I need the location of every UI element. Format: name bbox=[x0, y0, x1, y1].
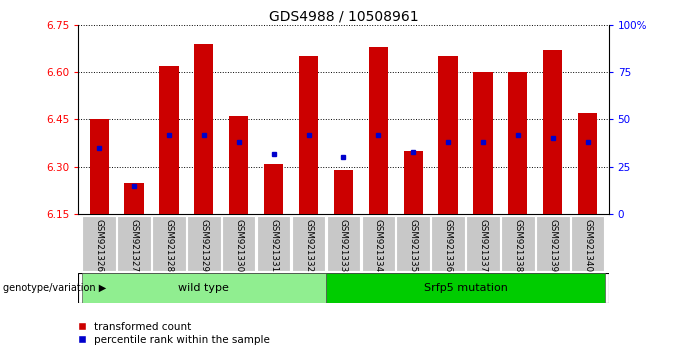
Bar bbox=[501, 216, 534, 271]
Bar bbox=[396, 216, 430, 271]
Text: GSM921337: GSM921337 bbox=[479, 219, 488, 272]
Text: GSM921331: GSM921331 bbox=[269, 219, 278, 272]
Bar bbox=[473, 72, 492, 214]
Bar bbox=[369, 47, 388, 214]
Bar bbox=[578, 113, 597, 214]
Text: GSM921330: GSM921330 bbox=[234, 219, 243, 272]
Legend: transformed count, percentile rank within the sample: transformed count, percentile rank withi… bbox=[73, 317, 274, 349]
Text: GSM921340: GSM921340 bbox=[583, 219, 592, 272]
Text: GSM921333: GSM921333 bbox=[339, 219, 348, 272]
Bar bbox=[152, 216, 186, 271]
Bar bbox=[543, 50, 562, 214]
Text: GSM921335: GSM921335 bbox=[409, 219, 418, 272]
Bar bbox=[439, 56, 458, 214]
Text: GSM921332: GSM921332 bbox=[304, 219, 313, 272]
Bar bbox=[404, 151, 423, 214]
Bar bbox=[292, 216, 325, 271]
Text: GSM921327: GSM921327 bbox=[129, 219, 139, 272]
Bar bbox=[82, 273, 326, 303]
Text: genotype/variation ▶: genotype/variation ▶ bbox=[3, 282, 107, 293]
Text: GSM921338: GSM921338 bbox=[513, 219, 522, 272]
Bar bbox=[187, 216, 220, 271]
Bar bbox=[431, 216, 465, 271]
Text: wild type: wild type bbox=[178, 282, 229, 293]
Bar bbox=[334, 170, 353, 214]
Bar bbox=[536, 216, 570, 271]
Bar bbox=[466, 216, 500, 271]
Bar bbox=[257, 216, 290, 271]
Text: GSM921336: GSM921336 bbox=[443, 219, 453, 272]
Bar bbox=[117, 216, 151, 271]
Text: GSM921339: GSM921339 bbox=[548, 219, 558, 272]
Text: GSM921328: GSM921328 bbox=[165, 219, 173, 272]
Text: GSM921326: GSM921326 bbox=[95, 219, 103, 272]
Bar bbox=[82, 216, 116, 271]
Bar bbox=[222, 216, 256, 271]
Text: Srfp5 mutation: Srfp5 mutation bbox=[424, 282, 507, 293]
Title: GDS4988 / 10508961: GDS4988 / 10508961 bbox=[269, 10, 418, 24]
Bar bbox=[508, 72, 528, 214]
Bar bbox=[362, 216, 395, 271]
Bar bbox=[229, 116, 248, 214]
Bar bbox=[264, 164, 283, 214]
Bar bbox=[299, 56, 318, 214]
Bar bbox=[90, 120, 109, 214]
Bar bbox=[194, 44, 214, 214]
Bar bbox=[326, 273, 605, 303]
Text: GSM921329: GSM921329 bbox=[199, 219, 208, 272]
Bar bbox=[124, 183, 143, 214]
Text: GSM921334: GSM921334 bbox=[374, 219, 383, 272]
Bar bbox=[159, 66, 179, 214]
Bar bbox=[571, 216, 605, 271]
Bar bbox=[326, 216, 360, 271]
